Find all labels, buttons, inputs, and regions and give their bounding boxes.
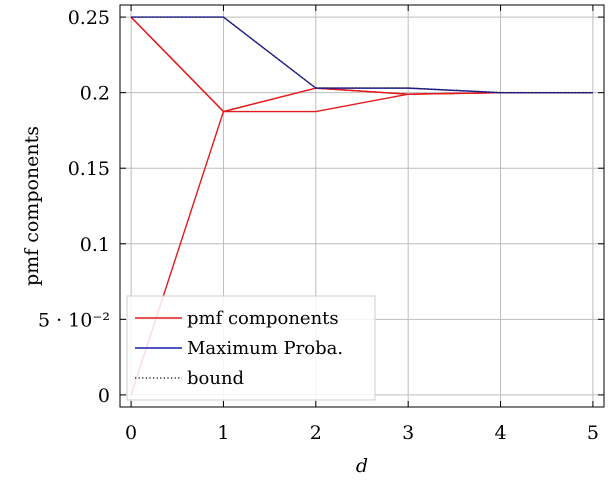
legend-label-0: pmf components	[187, 308, 339, 329]
y-tick-label-5: 0.25	[68, 7, 110, 29]
x-tick-label-5: 5	[587, 422, 599, 444]
series-line-1	[130, 16, 593, 113]
x-tick-label-4: 4	[495, 422, 507, 444]
legend-label-1: Maximum Proba.	[187, 338, 343, 359]
plot-frame	[119, 4, 605, 408]
y-tick-label-0: 0	[98, 385, 110, 407]
series-line-0	[130, 16, 593, 113]
y-tick-label-4: 0.2	[80, 83, 110, 105]
legend: pmf components Maximum Proba. bound	[126, 295, 376, 401]
y-tick-label-1: 5 · 10⁻²	[38, 309, 110, 331]
y-tick-label-2: 0.1	[80, 234, 110, 256]
x-tick-label-3: 3	[402, 422, 414, 444]
x-tick-label-1: 1	[217, 422, 229, 444]
legend-label-2: bound	[187, 368, 244, 389]
y-tick-label-3: 0.15	[68, 158, 110, 180]
series-line-4	[131, 16, 593, 94]
x-axis-label: d	[356, 455, 368, 477]
x-tick-label-0: 0	[125, 422, 137, 444]
x-tick-label-2: 2	[310, 422, 322, 444]
y-axis-label: pmf components	[21, 126, 43, 286]
series-line-3	[131, 16, 593, 94]
